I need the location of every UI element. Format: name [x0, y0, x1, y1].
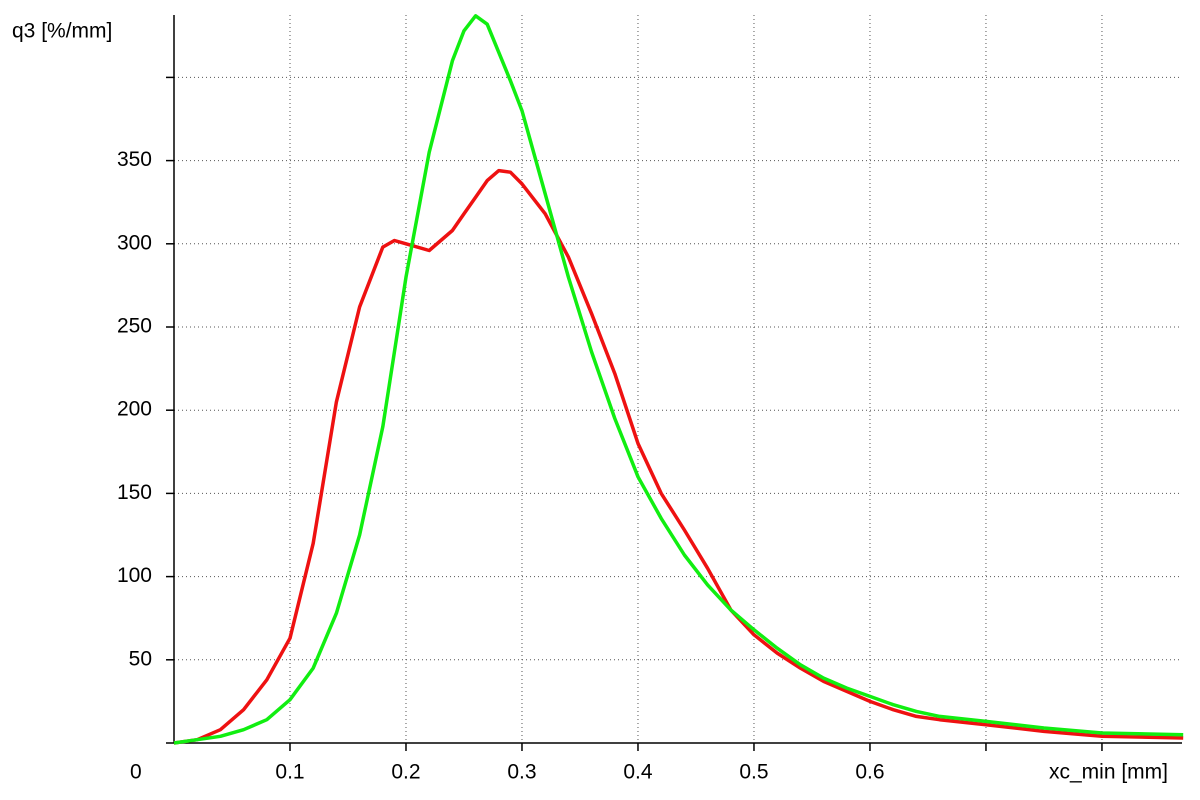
y-axis-label: q3 [%/mm]: [12, 20, 112, 43]
x-tick-label: 0.3: [507, 761, 536, 784]
y-tick-label: 300: [117, 231, 152, 254]
x-tick-label: 0.1: [275, 761, 304, 784]
y-tick-label: 350: [117, 148, 152, 171]
x-tick-label: 0.4: [623, 761, 653, 784]
y-tick-label: 200: [117, 398, 152, 421]
data-line: [173, 14, 1184, 745]
x-tick-label: 0.6: [855, 761, 884, 784]
y-tick-label: 250: [117, 315, 152, 338]
x-tick-label: 0.5: [739, 761, 768, 784]
x-axis-label: xc_min [mm]: [1049, 761, 1168, 784]
data-line: [173, 168, 1184, 745]
y-tick-label: 100: [117, 564, 152, 587]
y-tick-label: 50: [129, 647, 152, 670]
y-tick-label: 0: [130, 761, 142, 784]
x-tick-label: 0.2: [391, 761, 420, 784]
y-tick-label: 150: [117, 481, 152, 504]
